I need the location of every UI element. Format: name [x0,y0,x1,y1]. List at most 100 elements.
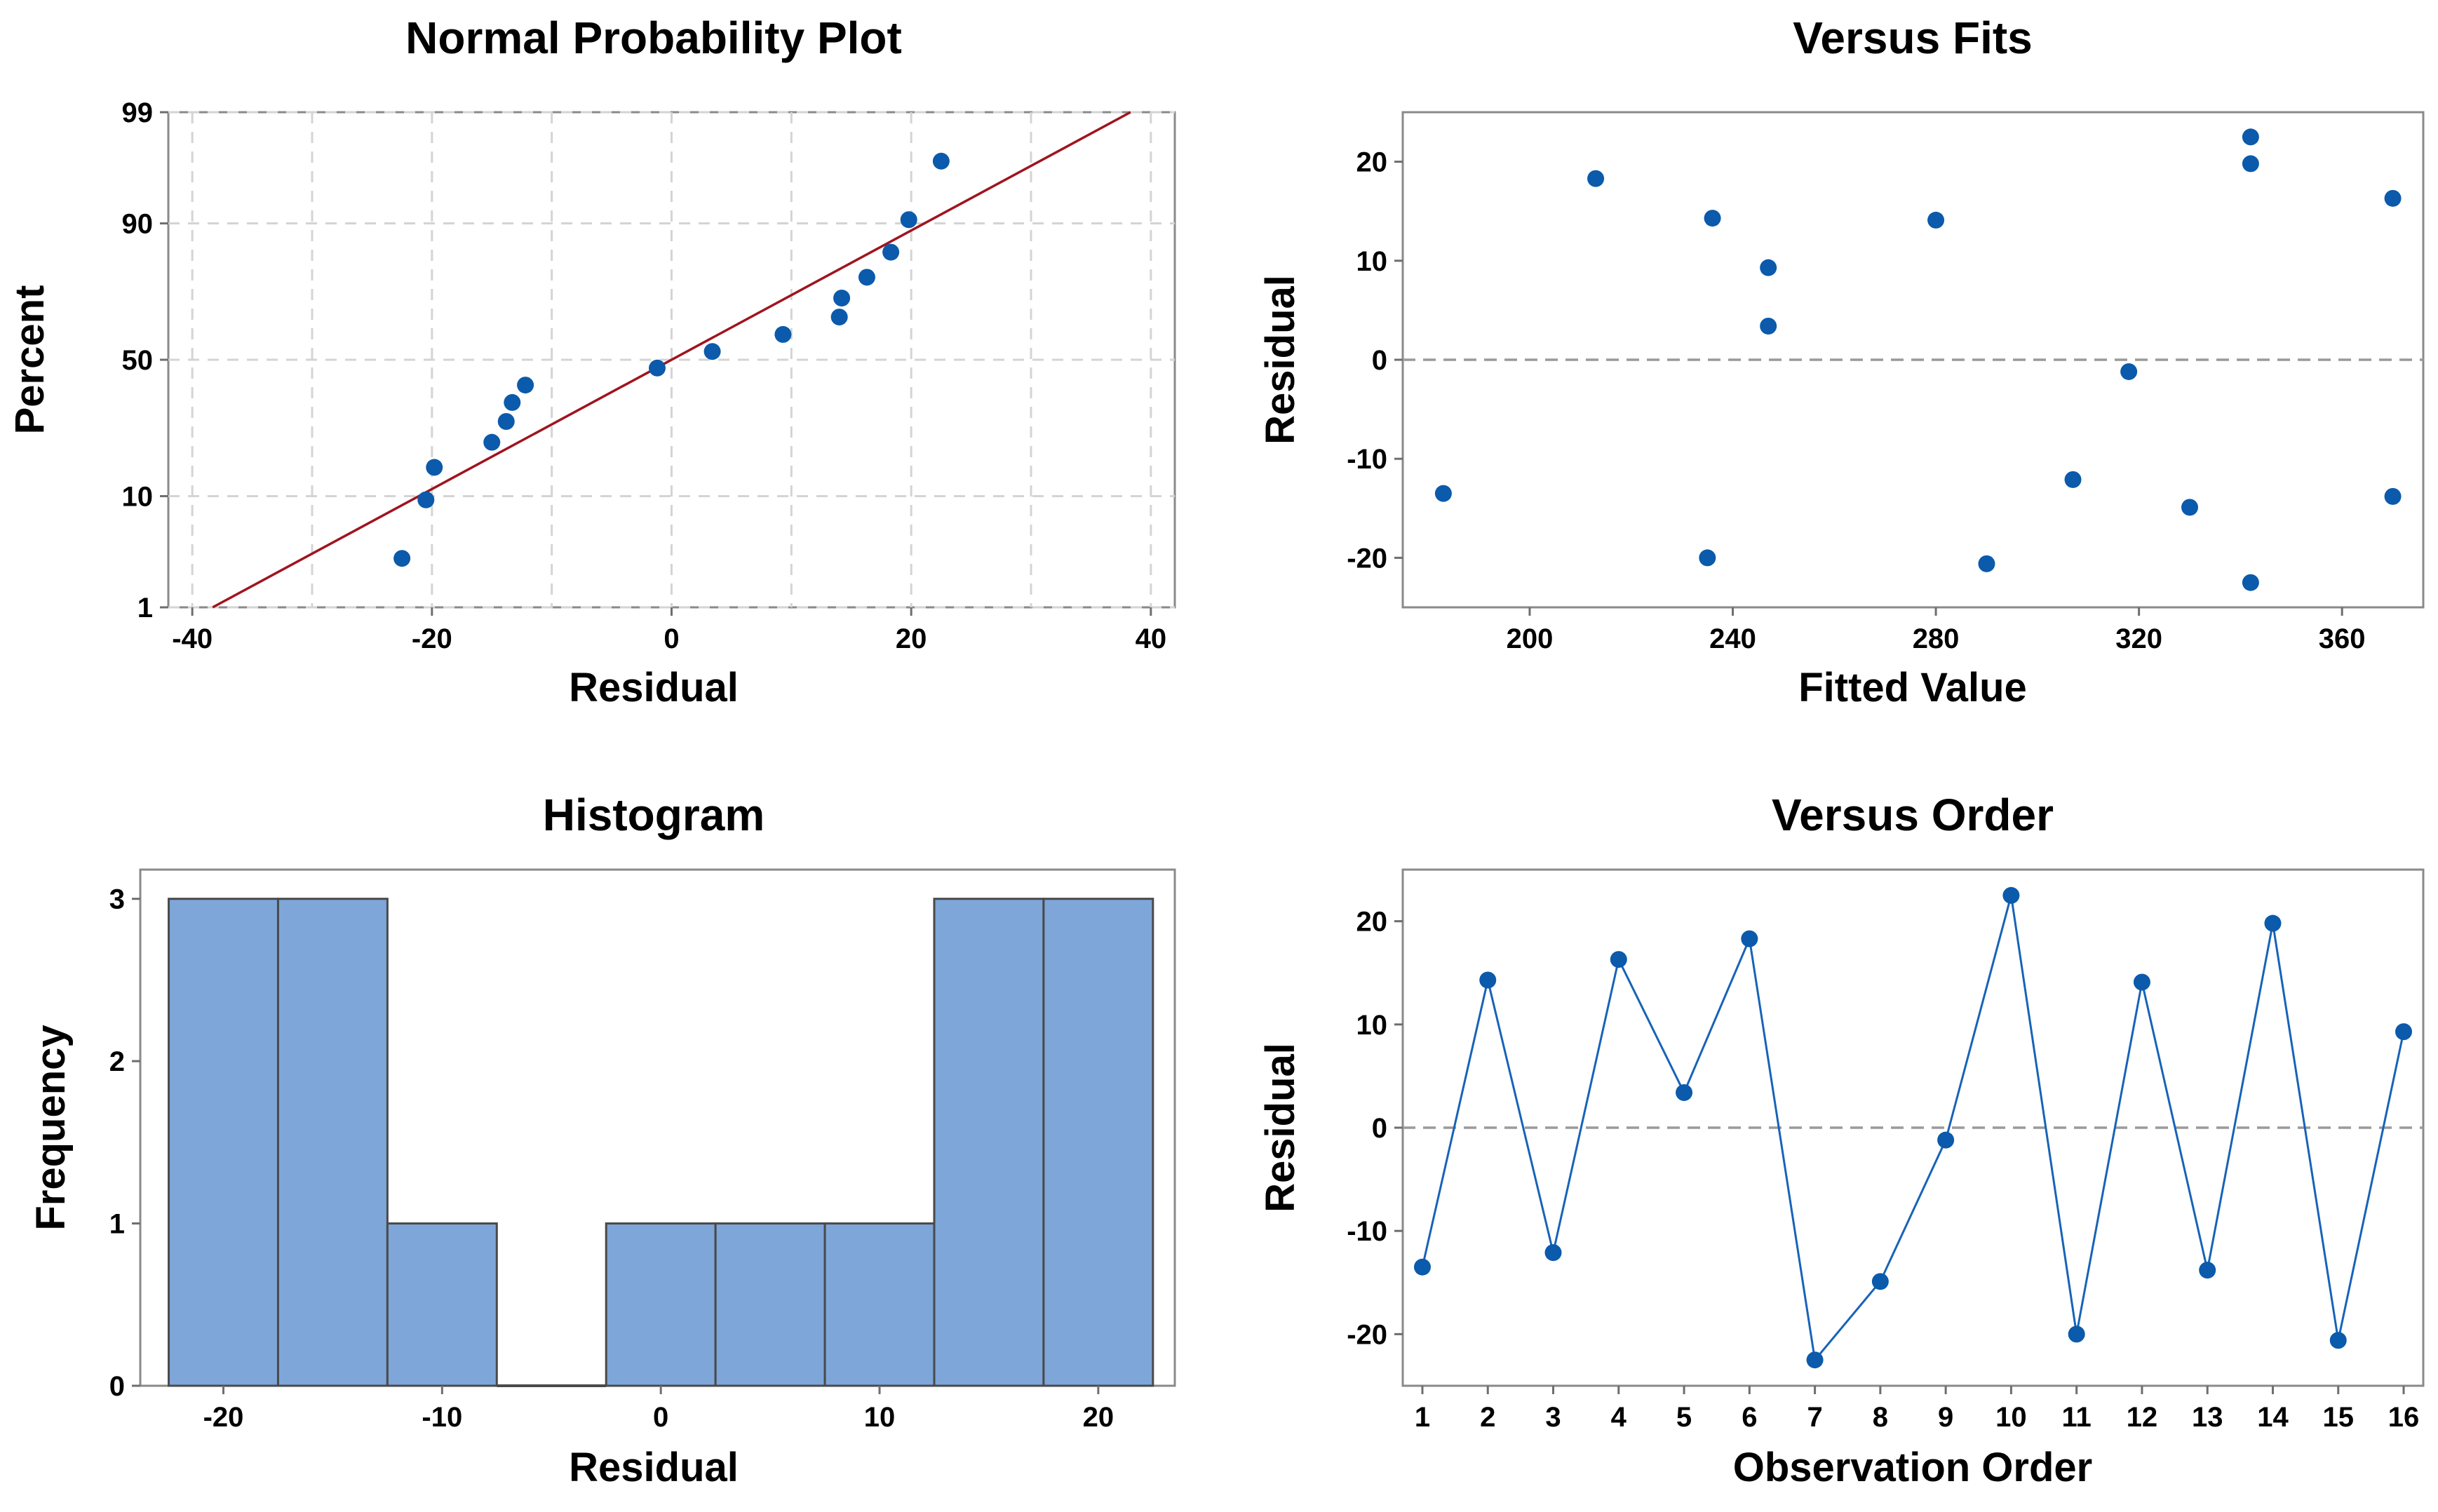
npp-x-tick-3: 20 [896,623,927,654]
hist-y-tick-3: 3 [109,884,125,915]
npp-gridlines [168,111,1175,609]
hist-x-tick-3: 10 [864,1402,896,1433]
order-x-tick-7: 8 [1873,1402,1888,1433]
npp-point-6 [504,393,521,411]
npp-y-tick-2: 50 [122,345,154,376]
fits-x-axis-label: Fitted Value [1798,665,2027,710]
histogram-panel: -20 -10 0 10 20 0 1 2 3 Histogram Residual Frequ… [28,790,1176,1490]
order-point-15 [2329,1332,2347,1349]
fits-y-axis-label: Residual [1258,275,1303,445]
versus-fits-panel: 200 240 280 320 360 -20 -10 0 10 20 Versus Fits F… [1258,13,2425,710]
npp-y-tick-4: 99 [122,97,154,128]
npp-point-16 [932,152,950,170]
order-point-12 [2133,973,2150,991]
order-x-tick-9: 10 [1995,1402,2027,1433]
npp-y-tick-0: 1 [137,593,153,623]
order-x-tick-13: 14 [2257,1402,2289,1433]
npp-x-tick-2: 0 [664,623,679,654]
order-point-14 [2264,914,2282,932]
hist-bar-3 [386,1222,498,1387]
npp-points [393,152,950,567]
hist-title: Histogram [543,790,765,840]
order-connecting-line [1421,895,2405,1363]
fits-points [1434,128,2402,591]
npp-point-14 [882,243,900,261]
fits-point-6 [1760,317,1777,335]
order-point-13 [2199,1262,2216,1279]
fits-y-tick-0: -20 [1347,543,1387,574]
order-x-tick-10: 11 [2062,1402,2092,1433]
npp-point-10 [774,325,792,343]
hist-bar-9 [1042,898,1154,1387]
order-x-tick-4: 5 [1676,1402,1692,1433]
npp-y-tick-1: 10 [122,481,154,512]
order-y-tick-2: 0 [1372,1113,1387,1144]
fits-x-tick-2: 280 [1913,623,1960,654]
fits-x-tick-3: 320 [2115,623,2162,654]
order-x-tick-2: 3 [1545,1402,1561,1433]
fits-point-4 [1704,210,1721,227]
order-y-tick-3: 10 [1356,1010,1388,1041]
hist-x-tick-0: -20 [203,1402,244,1433]
fits-point-5 [1760,259,1777,276]
npp-fit-line [212,111,1131,609]
hist-y-tick-2: 2 [109,1046,125,1077]
fits-point-7 [1927,211,1945,229]
order-point-9 [1937,1131,1955,1149]
hist-y-tick-0: 0 [109,1371,125,1402]
fits-point-2 [1587,170,1605,187]
order-x-tick-6: 7 [1807,1402,1822,1433]
order-point-4 [1610,951,1627,968]
npp-y-tick-3: 90 [122,209,154,240]
order-x-tick-3: 4 [1611,1402,1627,1433]
hist-ticks: -20 -10 0 10 20 0 1 2 3 [109,884,1114,1433]
npp-x-tick-4: 40 [1136,623,1167,654]
npp-point-12 [833,290,851,307]
order-point-7 [1806,1351,1824,1369]
normal-probability-plot-panel: -40 -20 0 20 40 1 10 50 90 99 Normal Probability … [7,13,1176,710]
hist-bar-5 [605,1222,717,1387]
order-x-tick-12: 13 [2192,1402,2223,1433]
fits-point-14 [2242,574,2259,591]
hist-x-tick-1: -10 [422,1402,462,1433]
order-point-11 [2068,1325,2085,1343]
fits-x-tick-4: 360 [2319,623,2366,654]
hist-bar-7 [823,1222,936,1387]
order-point-3 [1544,1244,1562,1262]
order-point-10 [2002,886,2020,904]
fits-x-tick-0: 200 [1507,623,1554,654]
order-x-tick-5: 6 [1742,1402,1757,1433]
hist-y-axis-label: Frequency [28,1025,74,1230]
npp-title: Normal Probability Plot [405,13,902,63]
fits-y-tick-3: 10 [1356,246,1388,277]
order-point-1 [1413,1258,1431,1276]
fits-point-3 [1699,549,1716,567]
npp-point-4 [483,433,501,451]
order-point-2 [1479,971,1497,989]
hist-x-tick-4: 20 [1083,1402,1114,1433]
fits-y-tick-2: 0 [1372,345,1387,376]
npp-point-7 [517,377,534,394]
fits-point-15 [2384,189,2402,207]
npp-point-15 [900,211,917,229]
npp-x-tick-0: -40 [172,623,213,654]
hist-x-axis-label: Residual [569,1445,739,1490]
npp-ticks: -40 -20 0 20 40 1 10 50 90 99 [122,97,1167,654]
npp-point-2 [417,491,435,508]
hist-bar-8 [933,898,1045,1387]
fits-point-1 [1434,485,1452,502]
fits-point-16 [2384,487,2402,505]
order-title: Versus Order [1772,790,2054,840]
npp-point-5 [497,412,515,430]
fits-title: Versus Fits [1793,13,2033,63]
hist-y-tick-1: 1 [109,1209,125,1240]
fits-y-tick-1: -10 [1347,444,1387,475]
hist-bars [168,898,1154,1387]
npp-x-axis-label: Residual [569,665,739,710]
order-x-tick-14: 15 [2323,1402,2355,1433]
npp-y-axis-label: Percent [7,285,53,435]
fits-point-10 [2120,363,2138,380]
